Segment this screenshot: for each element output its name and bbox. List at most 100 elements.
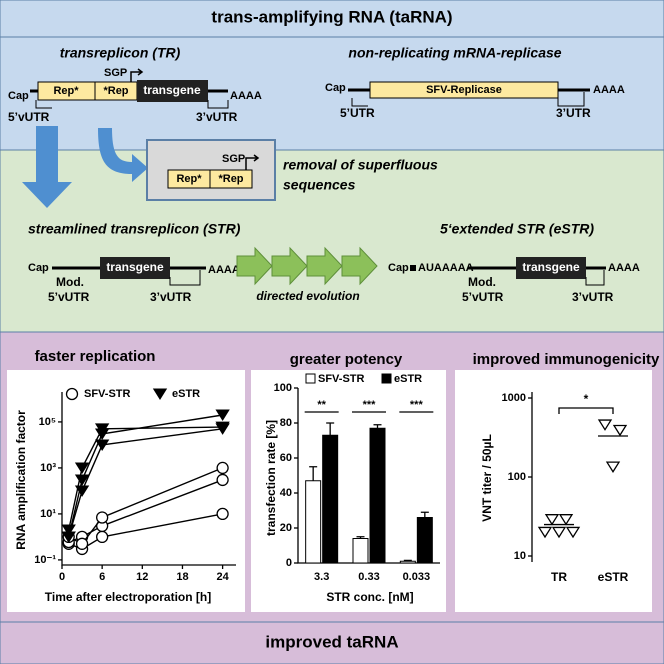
series-line xyxy=(68,513,223,550)
bar xyxy=(399,560,416,564)
label: SFV-Replicase xyxy=(426,84,502,96)
error-bar xyxy=(403,559,412,562)
series-line xyxy=(68,426,223,531)
marker xyxy=(61,524,76,537)
label: AAAA xyxy=(593,84,625,96)
legend-label: SFV-STR xyxy=(318,373,365,385)
chart-title: improved immunogenicity xyxy=(473,351,660,368)
y-tick-label: 100 xyxy=(274,382,292,394)
x-tick-label: eSTR xyxy=(598,570,629,584)
title: trans-amplifying RNA (taRNA) xyxy=(211,7,452,26)
gene-box xyxy=(369,81,559,99)
label: Cap xyxy=(388,262,409,274)
promoter-arrow xyxy=(130,68,144,82)
marker xyxy=(216,507,229,521)
y-axis-label: VNT titer / 50µL xyxy=(480,434,494,522)
y-tick-label: 1000 xyxy=(502,392,526,404)
significance: *** xyxy=(410,399,424,411)
arrow xyxy=(22,126,72,208)
marker xyxy=(215,409,230,422)
bar xyxy=(352,538,369,564)
construct-title: transreplicon (TR) xyxy=(60,45,181,61)
panel xyxy=(7,370,245,612)
label: 5’vUTR xyxy=(462,290,504,304)
x-tick-label: 0.033 xyxy=(403,571,431,583)
panel xyxy=(455,370,652,612)
marker xyxy=(96,530,109,544)
marker xyxy=(94,439,110,451)
label: Cap xyxy=(325,82,346,94)
label: SGP xyxy=(222,153,245,165)
x-tick-label: 0.33 xyxy=(358,571,379,583)
middle-band xyxy=(0,149,664,333)
marker xyxy=(216,473,229,487)
annotation: directed evolution xyxy=(256,289,359,303)
series-line xyxy=(68,414,223,538)
marker xyxy=(537,526,553,539)
x-tick-label: 18 xyxy=(176,571,188,583)
legend-swatch xyxy=(381,373,392,384)
transgene-box xyxy=(137,80,208,102)
series-line xyxy=(68,428,223,538)
cap-mark xyxy=(410,265,416,271)
label: Mod. xyxy=(468,275,496,289)
marker xyxy=(597,419,613,431)
bracket xyxy=(207,100,229,109)
y-axis-label: RNA amplification factor xyxy=(14,410,28,550)
marker xyxy=(605,461,621,473)
label: 3’UTR xyxy=(556,106,591,120)
x-tick-label: 6 xyxy=(99,571,105,583)
y-tick-label: 60 xyxy=(280,452,292,464)
y-tick-label: 40 xyxy=(280,487,292,499)
significance: ** xyxy=(317,399,326,411)
error-bar xyxy=(356,536,365,539)
bracket xyxy=(35,100,52,109)
bracket xyxy=(557,92,585,107)
construct-title: non-replicating mRNA-replicase xyxy=(348,45,561,61)
label: *Rep xyxy=(218,173,243,185)
construct-title: 5‘extended STR (eSTR) xyxy=(440,221,594,237)
label: 3’vUTR xyxy=(196,110,238,124)
top-band xyxy=(0,0,664,151)
error-bar xyxy=(326,422,335,436)
annotation: sequences xyxy=(283,177,356,193)
marker xyxy=(216,461,229,475)
x-tick-label: TR xyxy=(551,570,567,584)
panel xyxy=(251,370,446,612)
x-tick-label: 24 xyxy=(216,571,229,583)
label: 5’vUTR xyxy=(48,290,90,304)
x-tick-label: 3.3 xyxy=(314,571,329,583)
label: 3’vUTR xyxy=(572,290,614,304)
label: 3’vUTR xyxy=(150,290,192,304)
marker xyxy=(544,514,560,526)
legend-swatch xyxy=(305,373,316,384)
y-tick-label: 10⁻¹ xyxy=(34,554,56,566)
label: Rep* xyxy=(176,173,202,185)
rep-box xyxy=(209,169,253,189)
y-tick-label: 10¹ xyxy=(40,508,56,520)
marker xyxy=(558,514,574,526)
label: AUAAAAA xyxy=(418,262,474,274)
y-tick-label: 10 xyxy=(514,550,526,562)
marker xyxy=(94,423,110,435)
chart-title: greater potency xyxy=(290,351,403,368)
bar xyxy=(369,427,386,564)
x-tick-label: 0 xyxy=(59,571,65,583)
label: 5’UTR xyxy=(340,106,375,120)
annotation: removal of superfluous xyxy=(283,157,438,173)
y-tick-label: 10³ xyxy=(40,462,56,474)
label: Rep* xyxy=(53,85,79,97)
label: 5’vUTR xyxy=(8,110,50,124)
transgene-box xyxy=(516,257,586,279)
y-tick-label: 0 xyxy=(286,557,292,569)
transgene-box xyxy=(100,257,170,279)
bar xyxy=(305,480,322,564)
label: Cap xyxy=(28,262,49,274)
error-bar xyxy=(309,466,318,481)
significance: * xyxy=(584,392,589,406)
label: transgene xyxy=(143,83,201,97)
y-tick-label: 20 xyxy=(280,522,292,534)
x-axis-label: STR conc. [nM] xyxy=(326,590,413,604)
label: Cap xyxy=(8,90,29,102)
bracket xyxy=(169,270,201,286)
